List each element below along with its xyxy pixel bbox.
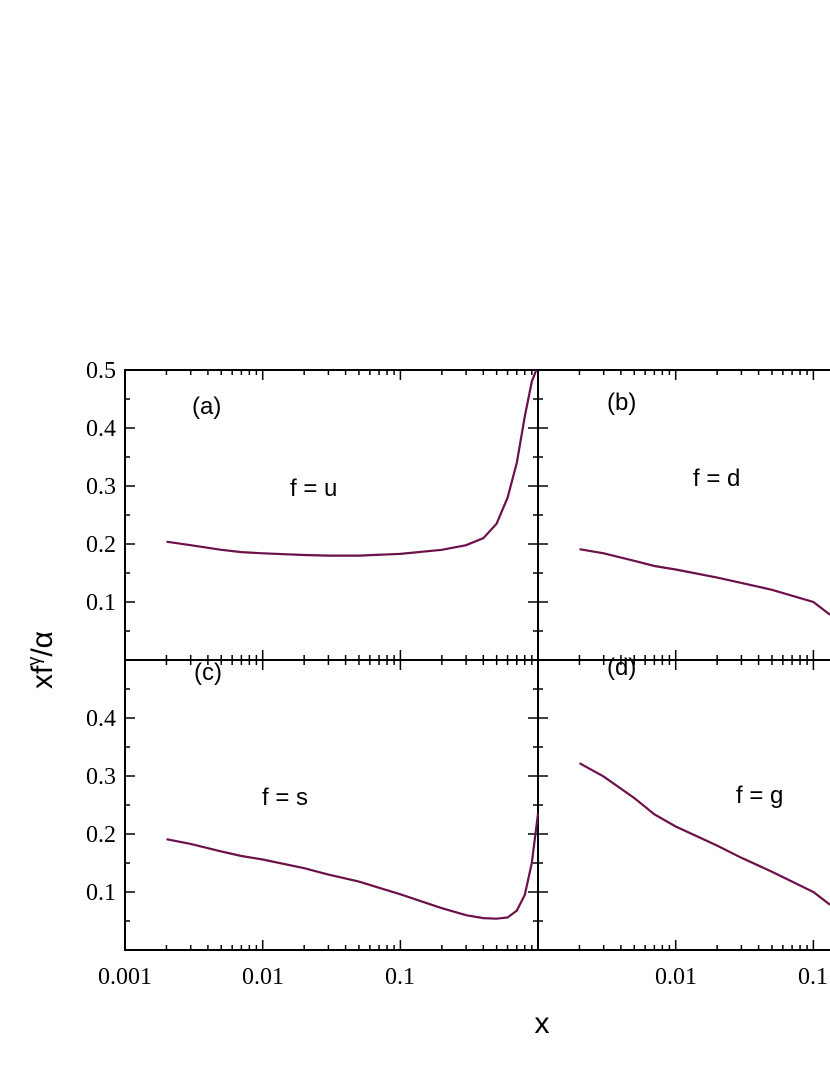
panel-b-frame bbox=[537, 369, 830, 661]
panel-label-d: (d) bbox=[607, 654, 636, 681]
series-line-panel-c-0 bbox=[166, 813, 540, 920]
panel-frames bbox=[124, 369, 830, 951]
ytick-label-top-1: 0.4 bbox=[86, 416, 116, 442]
ytick-label-top-3: 0.2 bbox=[86, 532, 116, 558]
ytick-label-top-2: 0.3 bbox=[86, 474, 116, 500]
xtick-label-0: 0.001 bbox=[98, 964, 152, 990]
y-axis-title: xfγ/α bbox=[24, 631, 59, 689]
chart-labels: 0.5 0.4 0.3 0.2 0.1 0.4 0.3 0.2 0.1 0.00… bbox=[24, 358, 828, 1040]
ytick-label-bottom-1: 0.3 bbox=[86, 764, 116, 790]
annotation-d: f = g bbox=[736, 782, 783, 809]
xtick-label-1: 0.01 bbox=[242, 964, 284, 990]
ytick-label-bottom-2: 0.2 bbox=[86, 822, 116, 848]
series-line-panel-b-0 bbox=[579, 548, 830, 616]
x-axis-title: x bbox=[535, 1007, 550, 1040]
y-axis-title-sub: /α bbox=[26, 631, 59, 657]
ytick-label-bottom-3: 0.1 bbox=[86, 880, 116, 906]
xtick-label-2: 0.1 bbox=[385, 964, 415, 990]
panel-label-c: (c) bbox=[194, 659, 222, 686]
annotation-a: f = u bbox=[290, 475, 337, 502]
annotation-c: f = s bbox=[262, 784, 308, 811]
panel-a-frame bbox=[124, 369, 539, 661]
xtick-label-right-1: 0.1 bbox=[798, 964, 828, 990]
svg-text:xfγ/α: xfγ/α bbox=[24, 631, 59, 689]
xtick-label-right-0: 0.01 bbox=[655, 964, 697, 990]
ytick-label-top-4: 0.1 bbox=[86, 590, 116, 616]
panel-c-frame bbox=[124, 659, 539, 951]
axis-ticks bbox=[124, 369, 815, 951]
data-curves bbox=[166, 369, 830, 920]
panel-label-b: (b) bbox=[607, 389, 636, 416]
series-line-panel-a-0 bbox=[166, 369, 538, 557]
panel-label-a: (a) bbox=[192, 393, 221, 420]
y-axis-title-sup: γ bbox=[24, 657, 44, 666]
ytick-label-top-0: 0.5 bbox=[86, 358, 116, 384]
ytick-label-bottom-0: 0.4 bbox=[86, 706, 116, 732]
series-line-panel-d-0 bbox=[578, 762, 830, 906]
annotation-b: f = d bbox=[693, 465, 740, 492]
y-axis-title-main: xf bbox=[26, 665, 59, 689]
panel-d-frame bbox=[537, 659, 830, 951]
